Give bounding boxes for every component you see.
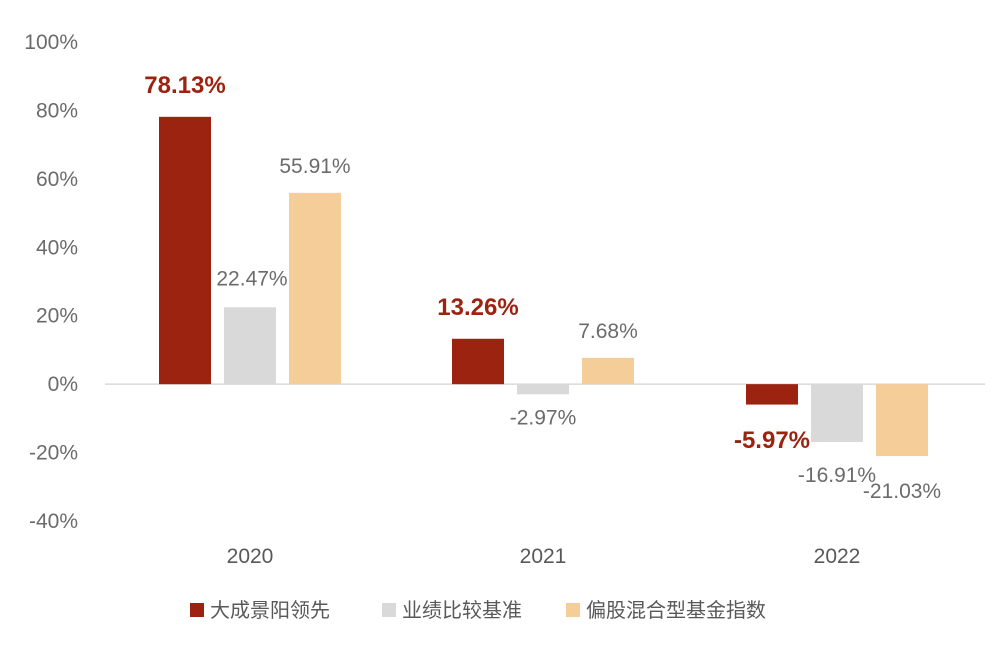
bar-2021-series-3 xyxy=(582,357,634,385)
legend-label-3: 偏股混合型基金指数 xyxy=(586,598,766,622)
y-tick-label: -20% xyxy=(29,442,78,465)
bar-2020-series-2 xyxy=(224,307,276,385)
x-category-label: 2022 xyxy=(814,545,861,568)
y-tick-label: 0% xyxy=(48,373,78,396)
y-tick-label: 40% xyxy=(36,236,78,259)
bar-2020-series-3 xyxy=(289,192,341,385)
data-label-2022-series-3: -21.03% xyxy=(863,480,941,503)
legend-swatch-3 xyxy=(566,603,580,617)
x-category-label: 2020 xyxy=(227,545,274,568)
y-axis-ticks: 100% 80% 60% 40% 20% 0% -20% -40% xyxy=(24,31,78,533)
x-axis-categories: 2020 2021 2022 xyxy=(227,545,861,568)
data-label-2021-series-3: 7.68% xyxy=(578,320,638,343)
y-tick-label: 80% xyxy=(36,99,78,122)
data-label-2020-series-2: 22.47% xyxy=(216,267,287,290)
y-tick-label: 60% xyxy=(36,168,78,191)
data-label-2021-series-1: 13.26% xyxy=(437,294,518,321)
data-label-2021-series-2: -2.97% xyxy=(510,406,577,429)
data-label-2020-series-1: 78.13% xyxy=(144,72,225,99)
legend-swatch-1 xyxy=(190,603,204,617)
y-tick-label: 100% xyxy=(24,31,78,54)
data-label-2022-series-1: -5.97% xyxy=(734,427,810,454)
legend: 大成景阳领先 业绩比较基准 偏股混合型基金指数 xyxy=(190,598,766,622)
data-label-2020-series-3: 55.91% xyxy=(279,155,350,178)
legend-label-1: 大成景阳领先 xyxy=(210,598,330,622)
bar-2021-series-2 xyxy=(517,384,569,395)
bar-2021-series-1 xyxy=(452,338,504,385)
legend-swatch-2 xyxy=(382,603,396,617)
bar-2022-series-2 xyxy=(811,384,863,442)
bars xyxy=(159,116,928,457)
bar-2022-series-3 xyxy=(876,384,928,457)
y-tick-label: -40% xyxy=(29,510,78,533)
bar-2022-series-1 xyxy=(746,384,798,405)
data-labels: 78.13% 22.47% 55.91% 13.26% -2.97% 7.68% -5.97… xyxy=(144,72,941,503)
x-category-label: 2021 xyxy=(520,545,567,568)
legend-label-2: 业绩比较基准 xyxy=(402,598,522,622)
data-label-2022-series-2: -16.91% xyxy=(798,464,876,487)
bar-2020-series-1 xyxy=(159,116,211,385)
y-tick-label: 20% xyxy=(36,305,78,328)
